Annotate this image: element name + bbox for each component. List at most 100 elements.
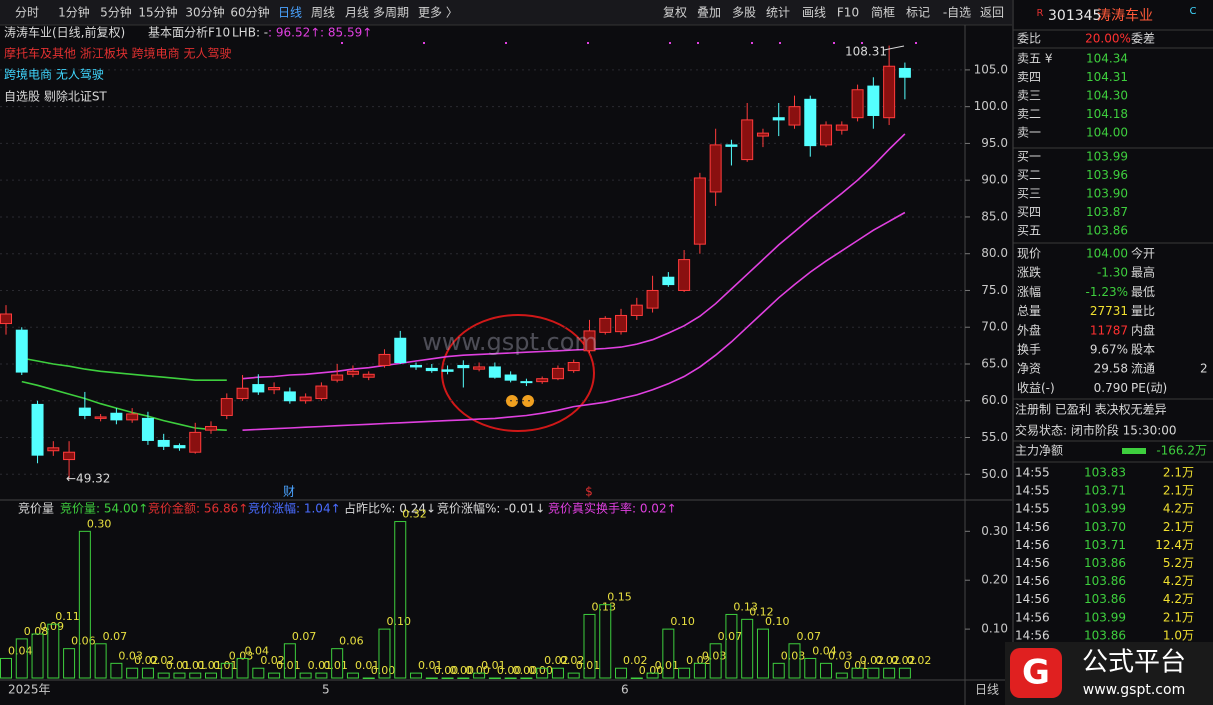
trade-time: 14:55 <box>1015 466 1050 480</box>
volume-bar <box>646 672 659 679</box>
trade-price: 103.71 <box>1084 484 1126 498</box>
trade-time: 14:55 <box>1015 502 1050 516</box>
volume-bar <box>220 662 233 679</box>
candle-body <box>157 439 170 447</box>
volume-bar <box>599 604 612 679</box>
volume-bar <box>283 643 296 679</box>
tab[interactable]: 多周期 <box>373 6 409 20</box>
candle-body <box>425 367 438 372</box>
period-label[interactable]: 日线 <box>975 683 999 697</box>
volume-label: 0.00 <box>513 664 538 677</box>
volume-label: 0.06 <box>71 635 96 648</box>
trade-price: 103.86 <box>1084 628 1126 642</box>
toolbar-button[interactable]: 简框 <box>871 6 895 20</box>
tab[interactable]: 30分钟 <box>185 5 224 20</box>
candle-body <box>173 445 186 449</box>
trade-time: 14:56 <box>1015 610 1050 624</box>
volume-label: 0.09 <box>40 620 65 633</box>
main-net-bar <box>1122 448 1146 454</box>
weibi-label: 委比 <box>1017 32 1041 46</box>
toolbar-button[interactable]: 画线 <box>802 6 826 20</box>
tab[interactable]: 周线 <box>311 6 335 20</box>
quote-label: 最高 <box>1131 265 1155 280</box>
y-tick-label: 50.0 <box>981 467 1008 481</box>
tab[interactable]: 15分钟 <box>138 5 177 20</box>
volume-label: 0.13 <box>733 600 758 613</box>
quote-label: 流通 <box>1131 362 1155 376</box>
volume-label: 0.00 <box>450 664 475 677</box>
volume-bar <box>820 662 833 679</box>
volume-bar <box>110 662 123 679</box>
toolbar-button[interactable]: 多股 <box>732 6 756 20</box>
candle-body <box>835 124 848 131</box>
fin-marker: 财 <box>283 485 295 499</box>
ask-label: 卖五 ¥ <box>1017 52 1053 66</box>
volume-bar <box>189 672 202 679</box>
volume-label: 0.01 <box>418 659 443 672</box>
filter: 自选股 剔除北证ST <box>4 89 107 104</box>
volume-bar <box>299 672 312 679</box>
trade-volume: 5.2万 <box>1163 556 1194 570</box>
date-label: 6 <box>621 683 629 697</box>
toolbar-button[interactable]: 返回 <box>980 6 1004 20</box>
volume-bar <box>268 672 281 679</box>
volume-bar <box>851 667 864 679</box>
quote-label: 股本 <box>1131 343 1155 357</box>
volume-bar <box>331 648 344 679</box>
bid-price: 103.90 <box>1086 187 1128 201</box>
tab[interactable]: 更多 〉 <box>418 6 458 20</box>
bid-label: 买四 <box>1017 205 1041 219</box>
toolbar-button[interactable]: 标记 <box>906 6 930 20</box>
candle-body <box>741 119 754 161</box>
candle-body <box>315 385 328 400</box>
tab[interactable]: 1分钟 <box>58 5 90 20</box>
toolbar-button[interactable]: -自选 <box>943 6 971 20</box>
weibi-value: 20.00% <box>1085 32 1131 46</box>
marker-dot <box>833 42 835 44</box>
candle-body <box>504 374 517 381</box>
candle-body <box>756 132 769 137</box>
trade-volume: 2.1万 <box>1163 610 1194 624</box>
volume-bar <box>457 677 470 679</box>
y-tick-label: 75.0 <box>981 283 1008 297</box>
volume-indicator: 占昨比%: 0.24↓ <box>344 501 436 516</box>
trade-time: 14:55 <box>1015 484 1050 498</box>
volume-bar <box>126 667 139 679</box>
tab[interactable]: 日线 <box>278 6 302 20</box>
tab[interactable]: 5分钟 <box>100 5 132 20</box>
stock-tag: C <box>1190 6 1197 17</box>
volume-indicator: 竞价量: 54.00↑ <box>60 502 148 516</box>
toolbar-button[interactable]: F10 <box>837 6 859 20</box>
volume-bar <box>662 628 675 679</box>
ask-price: 104.31 <box>1086 70 1128 84</box>
tab[interactable]: 60分钟 <box>230 5 269 20</box>
trade-time: 14:56 <box>1015 556 1050 570</box>
quote-label: 涨跌 <box>1017 265 1041 280</box>
volume-title: 竞价量 <box>18 502 54 516</box>
sectors: 摩托车及其他 浙江板块 跨境电商 无人驾驶 <box>4 46 231 61</box>
toolbar-button[interactable]: 统计 <box>766 6 790 20</box>
tab[interactable]: 月线 <box>345 6 369 20</box>
candle-body <box>31 403 44 456</box>
toolbar-button[interactable]: 叠加 <box>697 6 721 20</box>
trade-price: 103.71 <box>1084 538 1126 552</box>
trade-time: 14:56 <box>1015 574 1050 588</box>
volume-label: 0.02 <box>260 654 285 667</box>
volume-bar <box>94 643 107 679</box>
ask-label: 卖四 <box>1017 70 1041 84</box>
main-net-label: 主力净额 <box>1015 444 1063 458</box>
y-tick-label: 70.0 <box>981 320 1008 334</box>
volume-label: 0.02 <box>623 654 648 667</box>
candle-body <box>867 85 880 116</box>
logo-icon <box>1010 648 1062 698</box>
quote-label: 最低 <box>1131 285 1155 299</box>
toolbar-button[interactable]: 复权 <box>663 6 687 20</box>
volume-bar <box>741 618 754 679</box>
quote-label: 量比 <box>1131 304 1155 318</box>
tab[interactable]: 分时 <box>15 6 39 20</box>
f10-link[interactable]: 基本面分析F10 <box>148 26 230 40</box>
candle-body <box>63 451 76 461</box>
